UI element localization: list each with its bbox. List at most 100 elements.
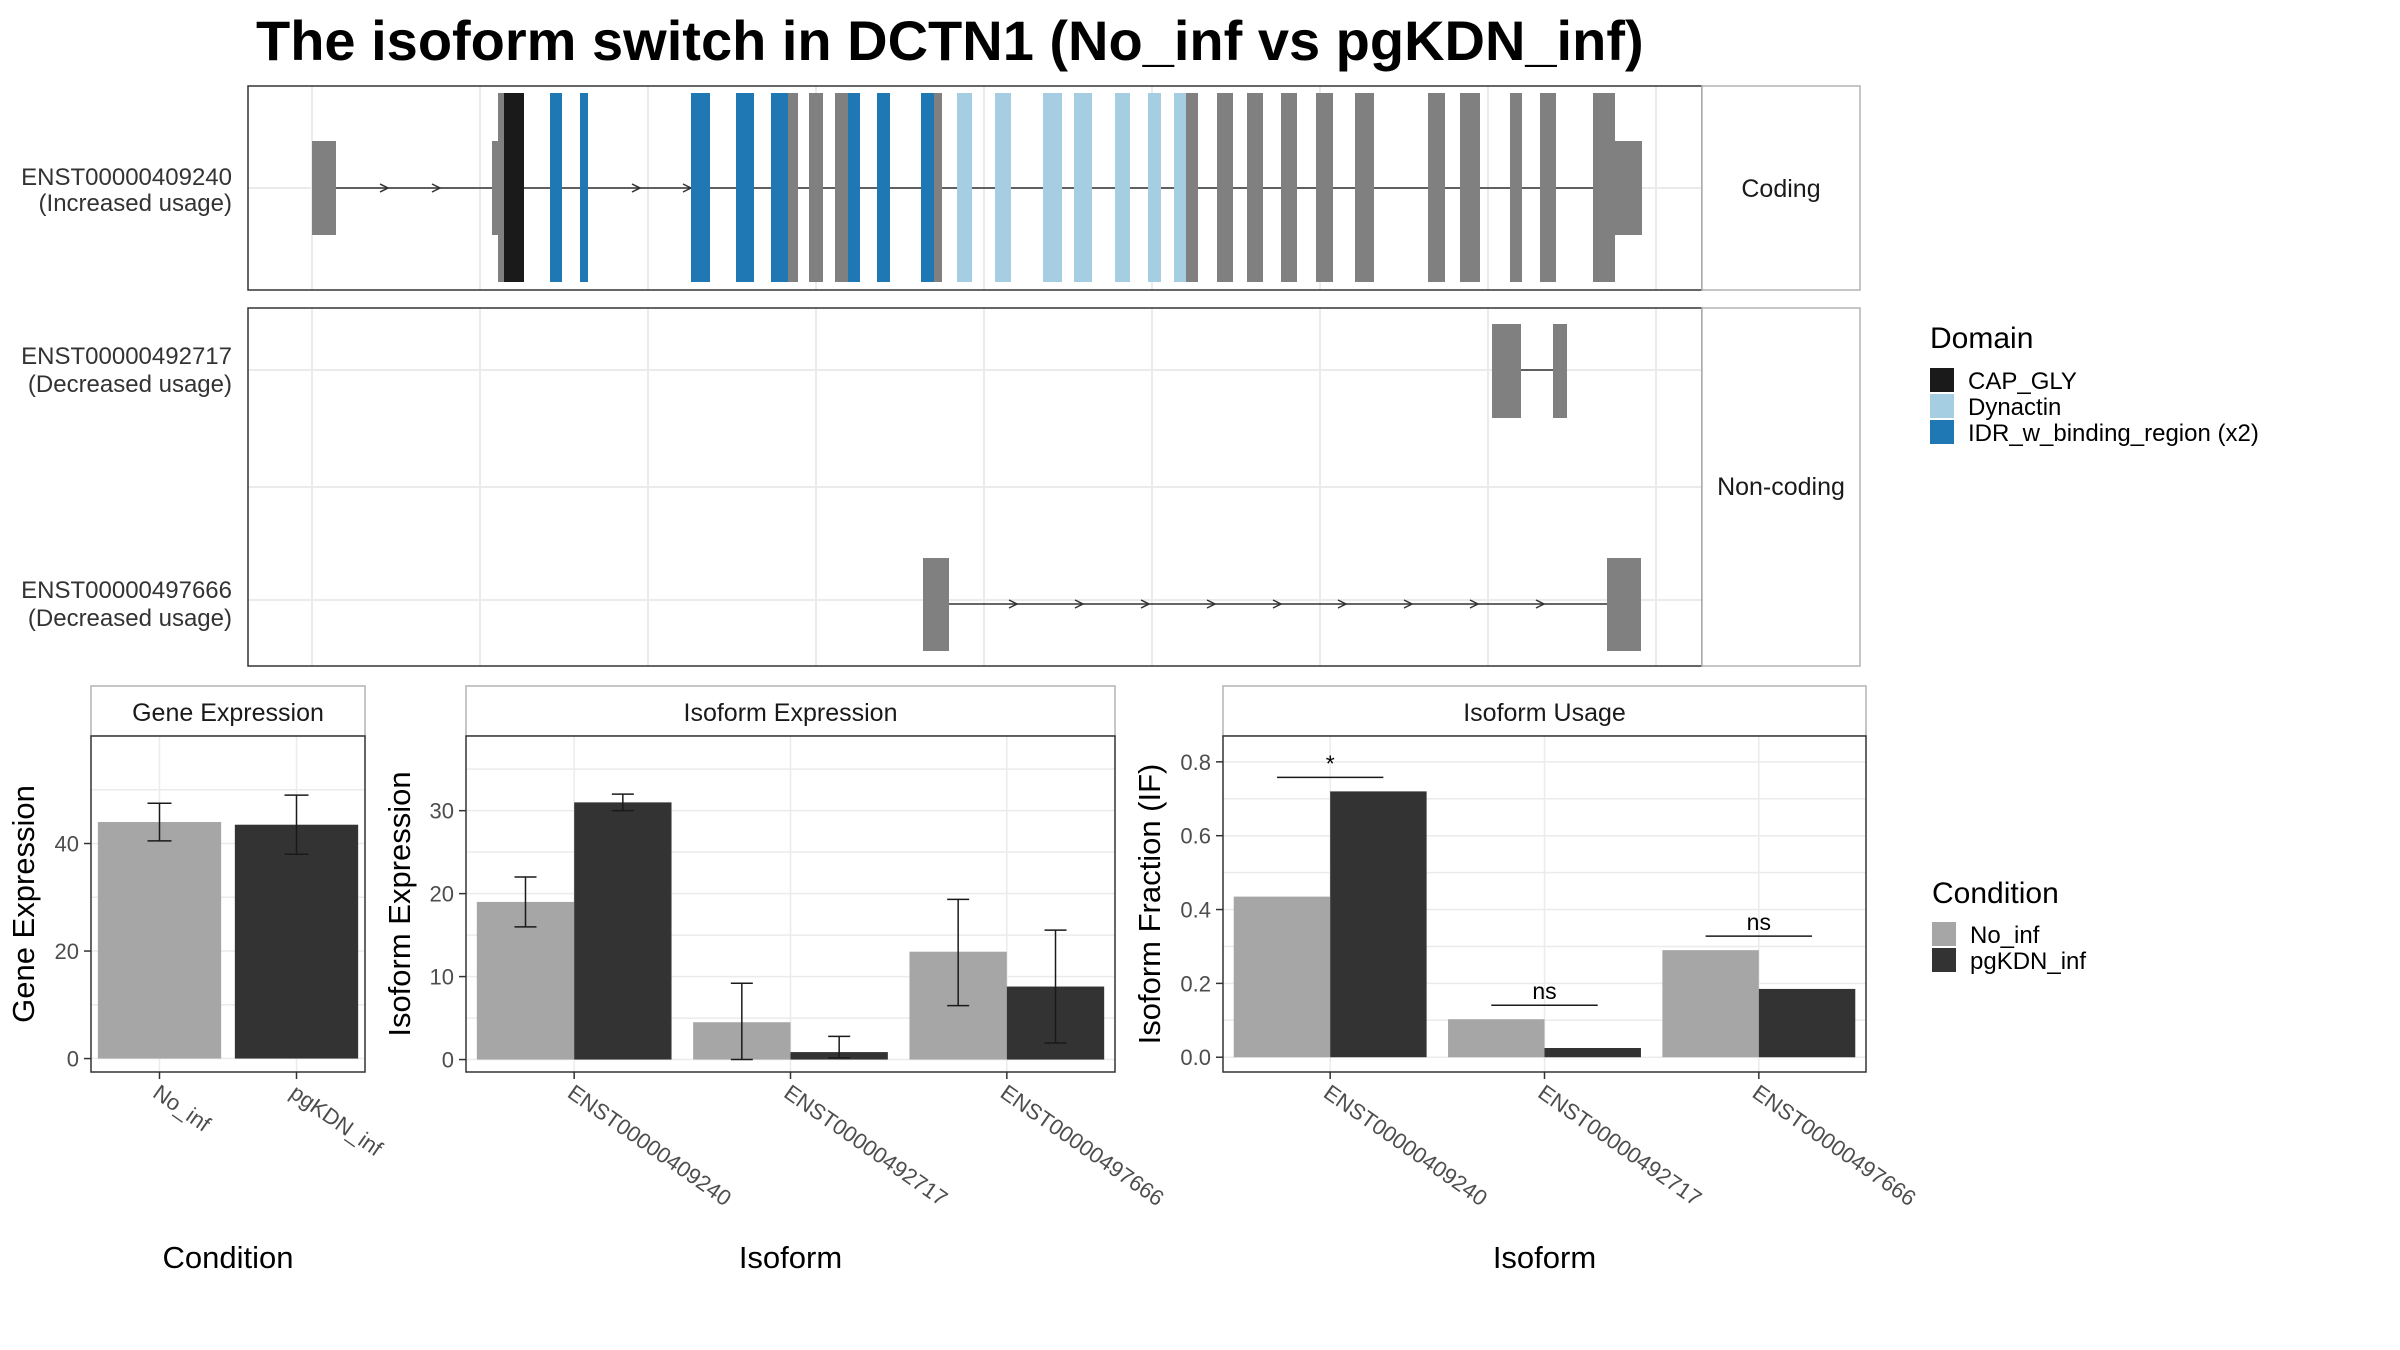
isoform-label-usage: (Increased usage) <box>39 190 232 217</box>
y-tick-label: 10 <box>430 965 454 990</box>
y-tick-label: 0 <box>67 1047 79 1072</box>
bar <box>234 824 359 1059</box>
isoform-label-id: ENST00000497666 <box>21 577 232 604</box>
y-tick-label: 0.8 <box>1180 750 1211 775</box>
transcript-ENST00000409240 <box>312 93 1642 282</box>
x-tick-label: ENST00000409240 <box>563 1080 736 1211</box>
exon <box>550 93 562 282</box>
strand-arrow <box>1008 599 1019 609</box>
legend-key-cap-gly <box>1930 368 1954 392</box>
x-tick-label: pgKDN_inf <box>286 1080 388 1162</box>
exon <box>1613 141 1642 235</box>
exon <box>1428 93 1445 282</box>
bar <box>1758 988 1856 1058</box>
panel-title: Isoform Expression <box>684 699 898 727</box>
isoform-expression-chart: Isoform Expression 0 10 20 30 ENST00000409240… <box>382 685 1169 1275</box>
coding-strip <box>1701 85 1861 291</box>
noncoding-transcripts <box>923 324 1641 651</box>
x-tick-label: ENST00000492717 <box>780 1080 953 1211</box>
strand-arrow <box>1074 599 1085 609</box>
legend-label-dynactin: Dynactin <box>1968 394 2061 421</box>
exon <box>1148 93 1161 282</box>
condition-legend-title: Condition <box>1932 877 2059 910</box>
condition-legend: Condition No_inf pgKDN_inf <box>1932 877 2086 975</box>
strand-arrow <box>1403 599 1414 609</box>
bar <box>476 901 575 1060</box>
exon <box>771 93 788 282</box>
strand-arrow <box>431 183 442 193</box>
strand-arrow <box>1337 599 1348 609</box>
x-axis-title: Isoform <box>1493 1240 1596 1275</box>
x-tick-label: ENST00000497666 <box>1748 1080 1921 1211</box>
exon <box>1247 93 1263 282</box>
isoform-label-usage: (Decreased usage) <box>28 371 232 398</box>
strand-arrow <box>1469 599 1480 609</box>
x-tick-label: ENST00000492717 <box>1534 1080 1707 1211</box>
strand-arrow <box>1206 599 1217 609</box>
exon <box>1510 93 1522 282</box>
y-tick-label: 30 <box>430 799 454 824</box>
exon <box>1043 93 1062 282</box>
exon <box>1553 324 1567 418</box>
noncoding-strip-label: Non-coding <box>1717 473 1845 501</box>
exon <box>504 93 524 282</box>
y-tick-label: 20 <box>430 882 454 907</box>
significance-label: ns <box>1532 978 1556 1004</box>
exon <box>1217 93 1233 282</box>
exon <box>957 93 972 282</box>
strip-box <box>90 685 366 737</box>
bar <box>1662 950 1759 1058</box>
y-tick-label: 0 <box>442 1048 454 1073</box>
exon <box>835 93 848 282</box>
strand-arrow <box>631 183 642 193</box>
significance-label: ns <box>1747 909 1771 935</box>
bar <box>574 802 672 1060</box>
exon <box>995 93 1011 282</box>
legend-label-idr: IDR_w_binding_region (x2) <box>1968 420 2259 447</box>
y-axis-title: Gene Expression <box>6 785 41 1023</box>
y-tick-label: 0.6 <box>1180 824 1211 849</box>
exon <box>809 93 823 282</box>
y-axis-title: Isoform Fraction (IF) <box>1132 764 1167 1045</box>
exon <box>921 93 934 282</box>
strand-arrow <box>1535 599 1546 609</box>
legend-label-cap-gly: CAP_GLY <box>1968 368 2077 395</box>
panel-title: Isoform Usage <box>1463 699 1626 727</box>
y-axis-title: Isoform Expression <box>382 771 417 1036</box>
exon <box>580 93 588 282</box>
exon <box>877 93 890 282</box>
panel-border <box>90 735 366 1073</box>
noncoding-strip <box>1701 307 1861 667</box>
y-tick-label: 0.4 <box>1180 898 1211 923</box>
exon <box>934 93 942 282</box>
y-tick-label: 20 <box>55 939 79 964</box>
strand-arrow <box>1140 599 1151 609</box>
exon <box>498 93 506 282</box>
noncoding-panel-grid <box>248 308 1702 666</box>
exon <box>1607 558 1641 651</box>
noncoding-panel: Non-coding ENST00000492717 (Decreased us… <box>21 307 1861 667</box>
coding-strip-label: Coding <box>1741 175 1820 203</box>
exon <box>1115 93 1130 282</box>
panel-title: Gene Expression <box>132 699 324 727</box>
exon <box>312 141 336 235</box>
exon <box>736 93 754 282</box>
exon <box>1186 93 1198 282</box>
y-tick-label: 0.2 <box>1180 971 1211 996</box>
exon <box>1174 93 1186 282</box>
bar <box>1330 791 1427 1058</box>
exon <box>1492 324 1521 418</box>
isoform-label-id: ENST00000409240 <box>21 164 232 191</box>
isoform-usage-chart: Isoform Usage * ns ns 0.0 0.2 0.4 0.6 0.8 ENST000… <box>1132 685 1921 1275</box>
x-tick-label: ENST00000497666 <box>996 1080 1169 1211</box>
coding-panel: Coding ENST00000409240 (Increased usage) <box>21 85 1861 291</box>
strip-box <box>465 685 1116 737</box>
legend-key-no-inf <box>1932 922 1956 946</box>
exon <box>1593 93 1615 282</box>
bar <box>97 822 222 1059</box>
x-tick-label: ENST00000409240 <box>1319 1080 1492 1211</box>
exon <box>1540 93 1556 282</box>
x-axis-title: Isoform <box>739 1240 842 1275</box>
exon <box>691 93 710 282</box>
